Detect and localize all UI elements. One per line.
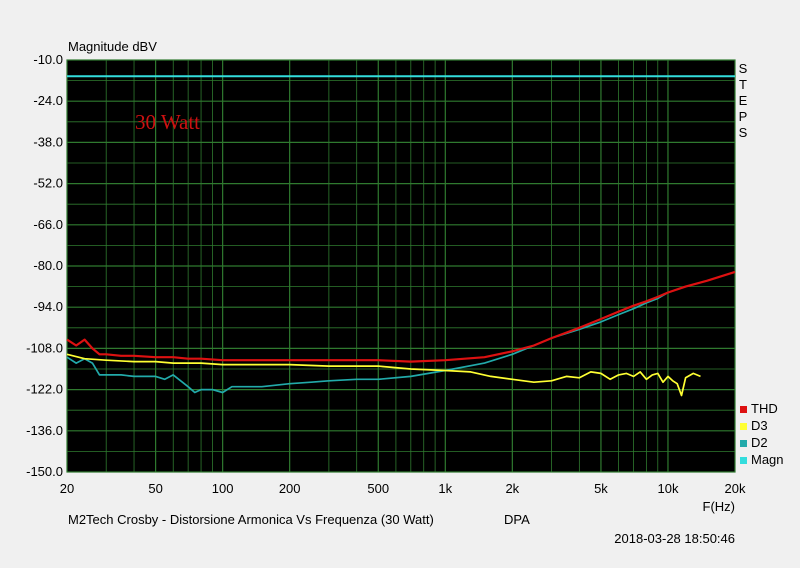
timestamp: 2018-03-28 18:50:46 [614, 531, 735, 546]
x-tick-label: 5k [594, 481, 608, 496]
series-d2-line [66, 285, 686, 394]
footer-title: M2Tech Crosby - Distorsione Armonica Vs … [68, 512, 434, 527]
annotation-label: 30 Watt [135, 110, 200, 134]
x-tick-label: 200 [279, 481, 301, 496]
y-tick-label: -24.0 [33, 93, 63, 108]
x-tick-label: 100 [212, 481, 234, 496]
y-tick-label: -52.0 [33, 176, 63, 191]
y-tick-label: -108.0 [26, 340, 63, 355]
legend-swatch-thd [740, 406, 747, 413]
legend-swatch-d3 [740, 423, 747, 430]
y-tick-label: -122.0 [26, 382, 63, 397]
steps-letter: E [739, 93, 748, 108]
legend-swatch-d2 [740, 440, 747, 447]
legend-label-d3: D3 [751, 418, 768, 433]
y-tick-label: -10.0 [33, 52, 63, 67]
legend-swatch-magn [740, 457, 747, 464]
x-tick-label: 2k [505, 481, 519, 496]
legend-label-magn: Magn [751, 452, 784, 467]
chart-title: Magnitude dBV [68, 39, 157, 54]
y-tick-label: -80.0 [33, 258, 63, 273]
y-axis-ticks: -10.0 -24.0 -38.0 -52.0 -66.0 -80.0 -94.0 -108.… [26, 52, 63, 479]
steps-letter: P [739, 109, 748, 124]
steps-letter: T [739, 77, 747, 92]
x-axis-ticks: 20 50 100 200 500 1k 2k 5k 10k 20k [60, 481, 746, 496]
y-tick-label: -94.0 [33, 299, 63, 314]
x-tick-label: 10k [657, 481, 678, 496]
y-tick-label: -66.0 [33, 217, 63, 232]
steps-letter: S [739, 125, 748, 140]
y-tick-label: -150.0 [26, 464, 63, 479]
legend: THD D3 D2 Magn [740, 401, 784, 467]
series-layer [66, 75, 736, 397]
grid [66, 59, 736, 473]
plot-border [66, 59, 736, 473]
legend-label-d2: D2 [751, 435, 768, 450]
x-tick-label: 500 [367, 481, 389, 496]
legend-label-thd: THD [751, 401, 778, 416]
y-tick-label: -136.0 [26, 423, 63, 438]
x-tick-label: 1k [438, 481, 452, 496]
series-d3-line [66, 353, 701, 397]
steps-letter: S [739, 61, 748, 76]
y-tick-label: -38.0 [33, 134, 63, 149]
x-tick-label: 20 [60, 481, 74, 496]
series-thd-line [66, 270, 736, 363]
x-tick-label: 50 [148, 481, 162, 496]
footer-dpa: DPA [504, 512, 530, 527]
x-tick-label: 20k [725, 481, 746, 496]
x-axis-label: F(Hz) [703, 499, 736, 514]
